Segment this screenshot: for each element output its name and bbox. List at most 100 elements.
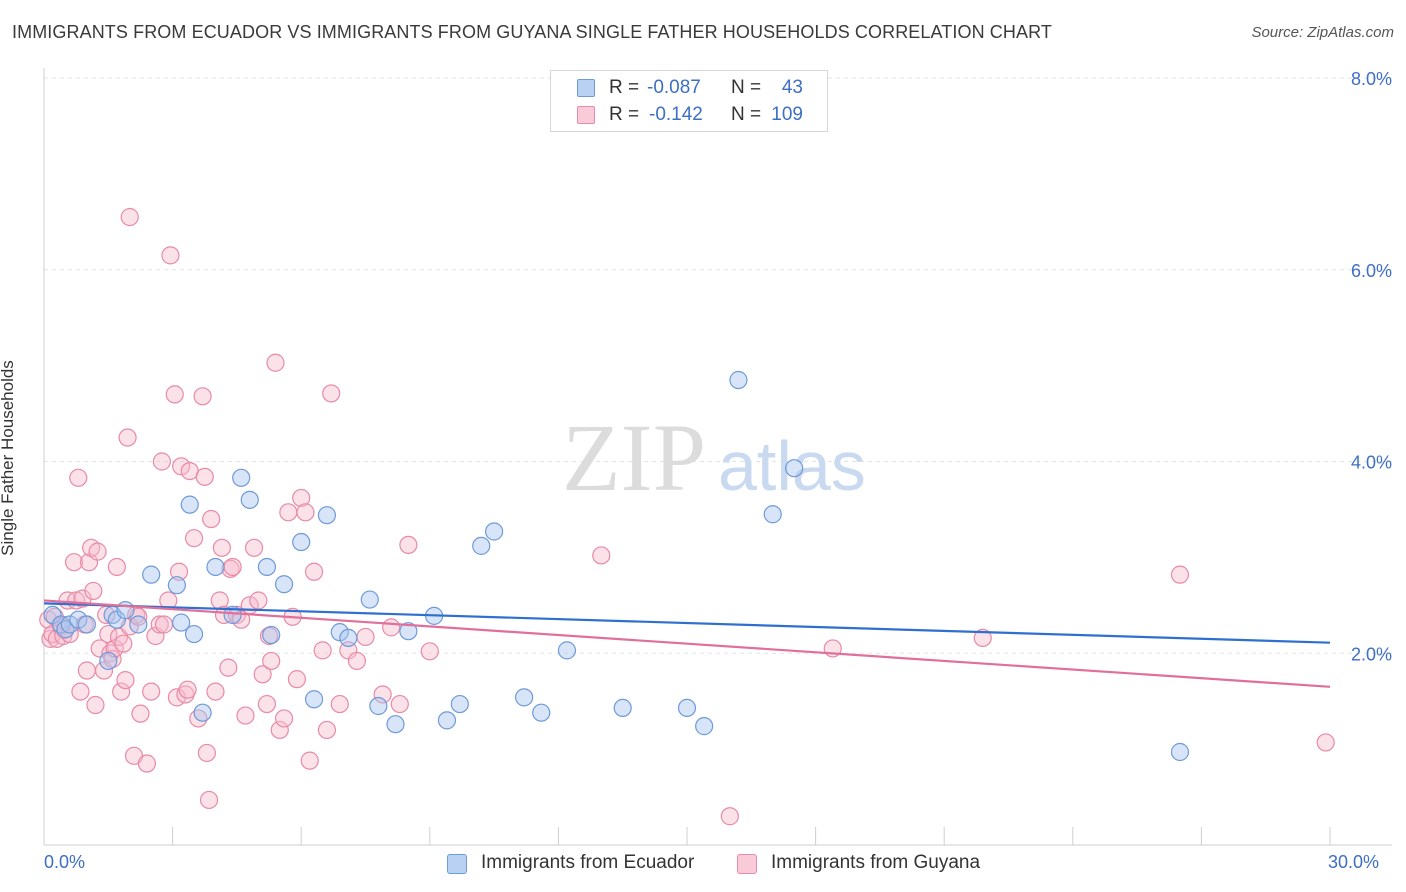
ecuador-point (677, 698, 697, 717)
guyana-point (114, 634, 133, 653)
guyana-point (64, 553, 84, 572)
ecuador-point (557, 641, 577, 660)
ecuador-point (167, 576, 186, 595)
guyana-point (223, 557, 242, 577)
ecuador-trend-line (43, 602, 1331, 644)
guyana-point (161, 246, 180, 265)
guyana-point (212, 538, 231, 557)
ecuador-point (257, 557, 277, 577)
legend-swatch-ecuador (447, 854, 467, 874)
ecuador-point (180, 495, 199, 514)
guyana-point (142, 682, 161, 701)
guyana-point (154, 615, 174, 634)
ecuador-point (69, 610, 88, 629)
ecuador-point (729, 370, 748, 390)
guyana-point (420, 642, 439, 661)
guyana-point (165, 385, 184, 404)
series-ecuador-points (43, 370, 1190, 762)
watermark-zip: ZIP (562, 404, 706, 511)
guyana-point (1316, 733, 1335, 752)
guyana-point (356, 627, 375, 647)
ecuador-point (485, 522, 504, 541)
guyana-point (116, 670, 135, 690)
guyana-point (317, 720, 337, 740)
ecuador-point (437, 711, 457, 730)
guyana-trend-line (43, 599, 1331, 688)
ecuador-point (515, 688, 534, 707)
ecuador-point (472, 536, 491, 555)
ecuador-point (99, 651, 118, 671)
guyana-point (184, 529, 204, 548)
ecuador-point (142, 565, 161, 584)
guyana-point (232, 610, 251, 629)
legend-n-label: N = (731, 104, 762, 125)
guyana-point (193, 387, 212, 406)
guyana-point (266, 353, 285, 372)
guyana-point (118, 428, 137, 447)
ecuador-point (232, 468, 251, 487)
guyana-point (373, 685, 392, 704)
x-tick-label-max: 30.0% (1328, 852, 1380, 872)
guyana-point (97, 605, 116, 625)
guyana-point (137, 754, 156, 773)
legend-r-value: -0.087 (647, 77, 701, 98)
watermark-atlas: atlas (718, 427, 866, 505)
ecuador-point (450, 694, 469, 714)
ecuador-point (129, 615, 148, 634)
guyana-point (206, 682, 225, 701)
guyana-point (322, 384, 341, 403)
guyana-point (150, 615, 169, 634)
guyana-point (300, 751, 319, 770)
guyana-point (304, 562, 324, 581)
guyana-point (107, 557, 126, 577)
ecuador-point (613, 698, 632, 717)
legend-label-guyana: Immigrants from Guyana (771, 852, 981, 873)
guyana-point (197, 743, 216, 763)
ecuador-point (116, 601, 135, 620)
guyana-point (244, 538, 264, 557)
guyana-point (90, 639, 109, 658)
legend-r-label: R = (609, 77, 640, 98)
guyana-point (131, 704, 150, 723)
guyana-point (274, 709, 294, 728)
guyana-point (1170, 565, 1190, 584)
ecuador-point (339, 628, 358, 648)
guyana-point (347, 651, 367, 671)
guyana-point (86, 695, 105, 715)
ecuador-point (206, 557, 225, 577)
guyana-point (178, 680, 197, 699)
guyana-point (279, 503, 298, 522)
axes (43, 68, 1392, 846)
ecuador-point (369, 696, 388, 716)
grid-lines (44, 77, 1392, 654)
ecuador-point (274, 575, 294, 594)
guyana-point (236, 706, 255, 725)
legend-swatch-guyana (577, 106, 595, 124)
chart-title: IMMIGRANTS FROM ECUADOR VS IMMIGRANTS FR… (12, 22, 1052, 42)
guyana-point (120, 207, 139, 227)
guyana-point (169, 562, 189, 581)
legend-row-guyana: R = -0.142 N = 109 (551, 102, 827, 128)
y-axis-label: Single Father Households (0, 360, 17, 556)
guyana-point (71, 682, 90, 701)
guyana-point (592, 546, 611, 565)
ecuador-point (695, 717, 714, 736)
guyana-point (88, 542, 107, 561)
guyana-point (313, 641, 332, 660)
ecuador-point (386, 715, 405, 734)
legend-r-value: -0.142 (649, 104, 703, 125)
ecuador-point (262, 625, 281, 645)
guyana-point (199, 790, 219, 810)
legend-label-ecuador: Immigrants from Ecuador (481, 852, 695, 873)
ecuador-point (360, 590, 379, 609)
y-tick-label: 4.0% (1351, 453, 1392, 473)
ecuador-point (532, 703, 551, 722)
ecuador-point (240, 490, 259, 509)
series-guyana-points (39, 207, 1335, 826)
guyana-point (54, 626, 73, 646)
source-label: Source: ZipAtlas.com (1251, 24, 1394, 41)
x-tick-label-min: 0.0% (44, 852, 86, 872)
ecuador-point (193, 703, 212, 722)
guyana-point (219, 658, 238, 677)
